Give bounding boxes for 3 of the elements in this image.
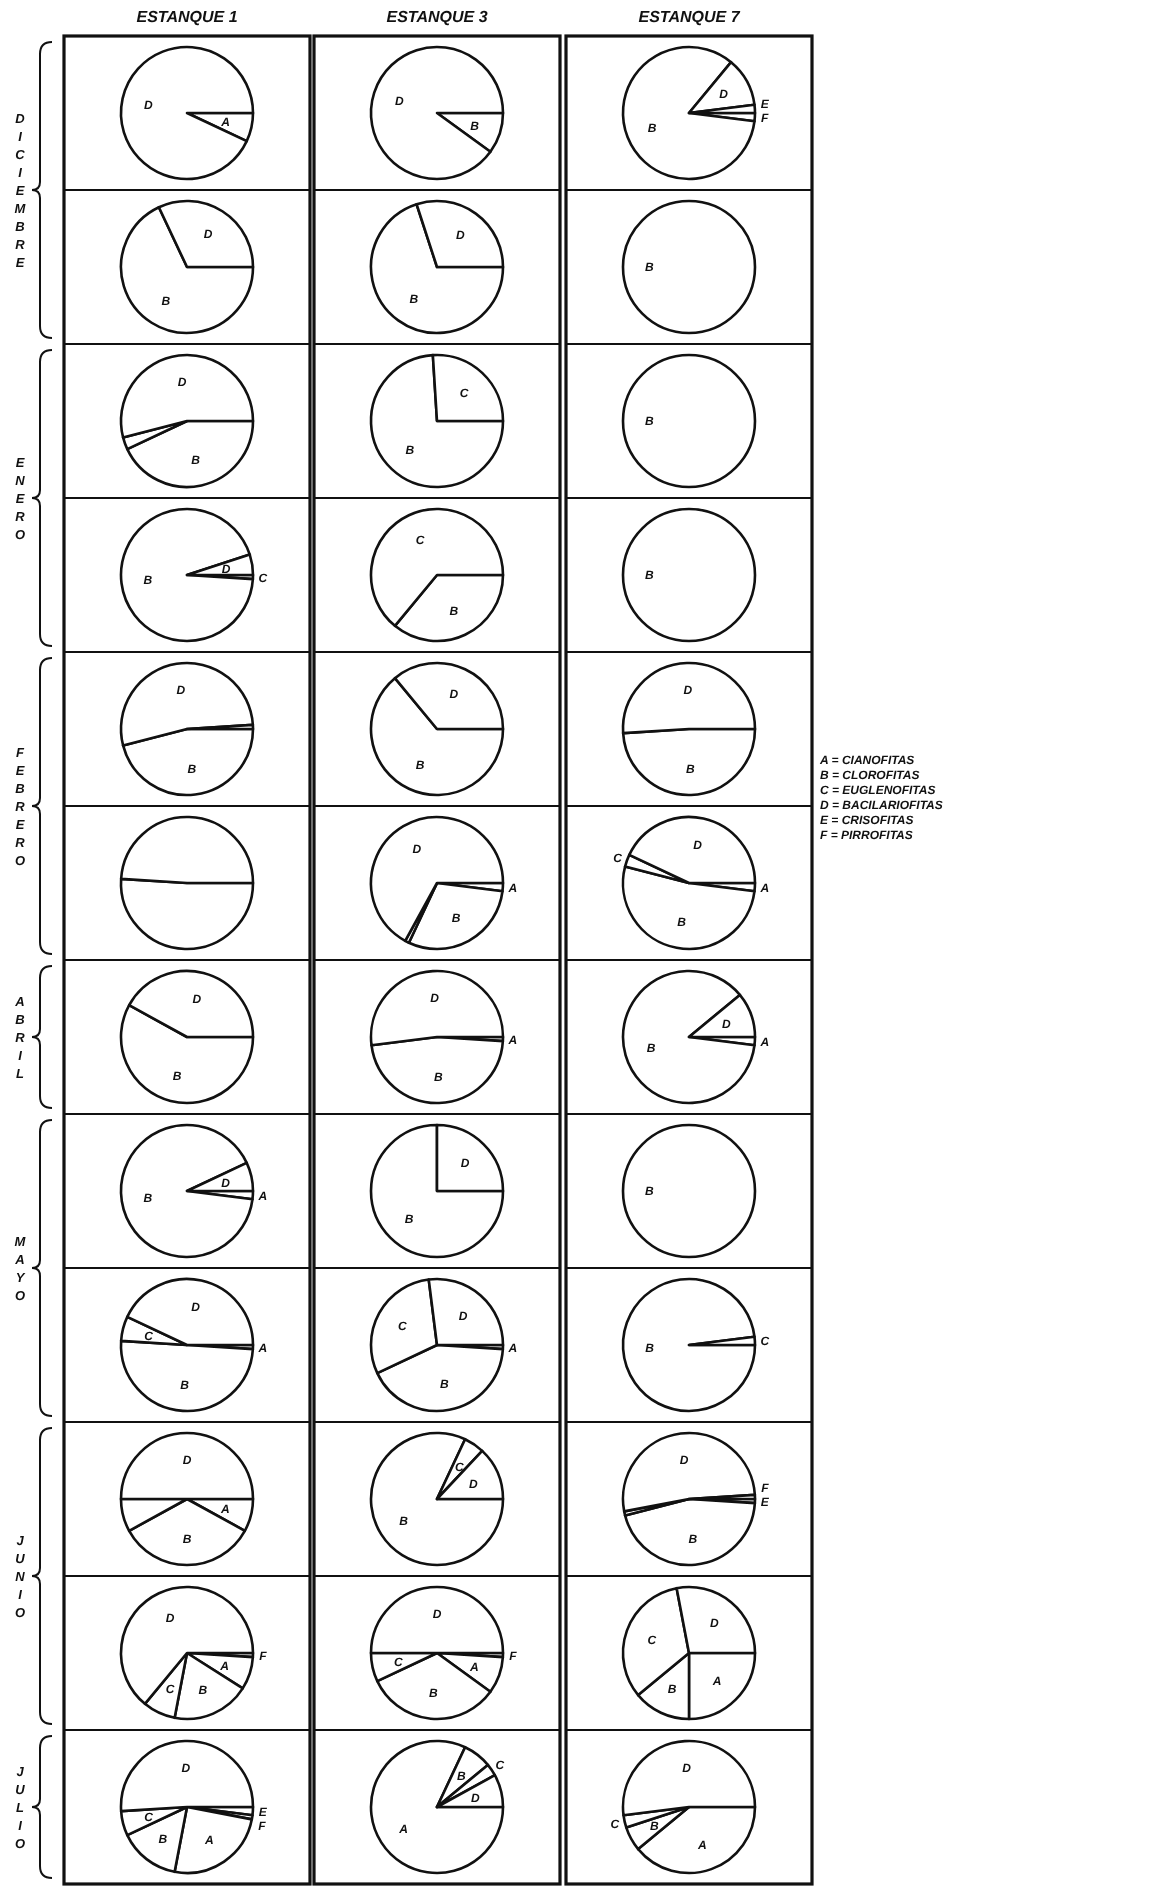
chart-title: ESTANQUE 1 xyxy=(136,8,239,26)
chart-title: ESTANQUE 3 xyxy=(386,8,489,26)
chart-title: ESTANQUE 7 xyxy=(638,8,741,26)
